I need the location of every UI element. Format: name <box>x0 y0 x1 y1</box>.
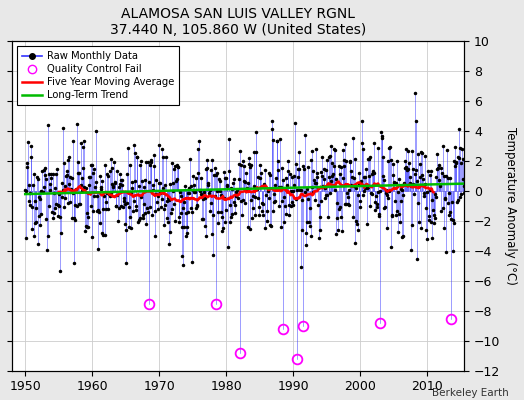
Title: ALAMOSA SAN LUIS VALLEY RGNL
37.440 N, 105.860 W (United States): ALAMOSA SAN LUIS VALLEY RGNL 37.440 N, 1… <box>110 7 366 37</box>
Y-axis label: Temperature Anomaly (°C): Temperature Anomaly (°C) <box>504 127 517 285</box>
Text: Berkeley Earth: Berkeley Earth <box>432 388 508 398</box>
Legend: Raw Monthly Data, Quality Control Fail, Five Year Moving Average, Long-Term Tren: Raw Monthly Data, Quality Control Fail, … <box>17 46 179 105</box>
